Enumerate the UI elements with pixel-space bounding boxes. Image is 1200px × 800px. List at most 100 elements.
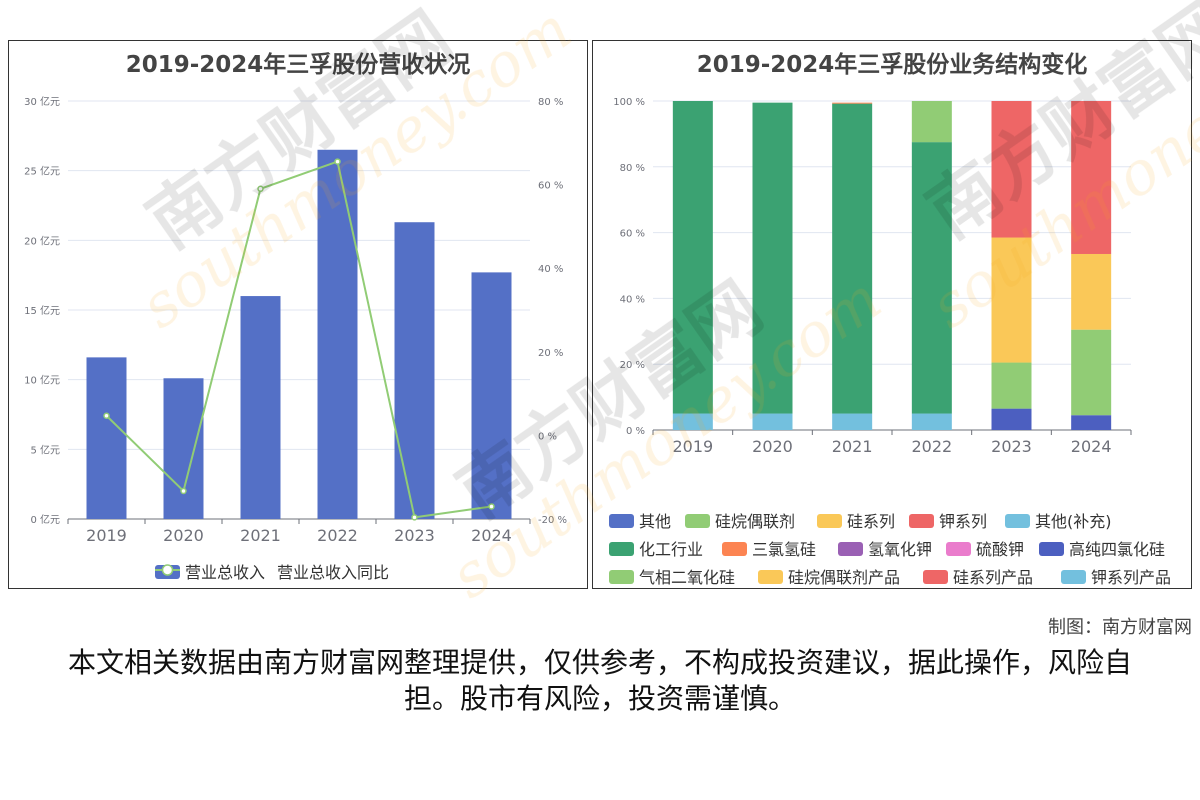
x-axis-label: 2024 xyxy=(1071,437,1112,456)
legend-item[interactable]: 硅烷偶联剂 xyxy=(685,508,795,532)
legend-row: 营业总收入 营业总收入同比 xyxy=(155,563,389,583)
chart-credit: 制图：南方财富网 xyxy=(1048,617,1192,638)
legend-item[interactable]: 其他 xyxy=(609,508,671,532)
revenue-chart-panel: 2019-2024年三孚股份营收状况 0 亿元 5 亿元 10 亿元 15 亿元 20 … xyxy=(8,40,588,589)
legend-item-revenue[interactable]: 营业总收入 xyxy=(155,563,265,582)
legend-label: 硅烷偶联剂产品 xyxy=(788,568,901,587)
disclaimer-text: 本文相关数据由南方财富网整理提供，仅供参考，不构成投资建议，据此操作，风险自担。… xyxy=(67,646,1132,715)
stacked-segment xyxy=(991,362,1032,409)
x-axis-label: 2019 xyxy=(86,526,127,545)
right-axis-tick: 40 % xyxy=(538,264,563,275)
legend-item[interactable]: 气相二氧化硅 xyxy=(609,564,735,588)
legend-label: 硫酸钾 xyxy=(976,540,1025,559)
left-axis-tick: 0 亿元 xyxy=(30,513,60,526)
revenue-bar xyxy=(163,378,204,519)
right-axis-tick: -20 % xyxy=(538,515,567,526)
stacked-segment xyxy=(911,413,952,430)
legend-item[interactable]: 三氯氢硅 xyxy=(722,536,816,560)
yoy-point xyxy=(257,185,264,193)
legend-label: 三氯氢硅 xyxy=(752,540,817,559)
structure-chart-panel: 2019-2024年三孚股份业务结构变化 0 % 20 % 40 % 60 % 80 %… xyxy=(592,40,1192,589)
stacked-segment xyxy=(911,101,952,143)
legend-item[interactable]: 硫酸钾 xyxy=(946,536,1024,560)
yoy-point xyxy=(103,412,110,420)
legend-label: 钾系列 xyxy=(939,512,988,531)
legend-item[interactable]: 硅系列产品 xyxy=(923,564,1033,588)
right-axis-tick: 60 % xyxy=(538,181,563,192)
stacked-segment xyxy=(1071,415,1112,430)
yoy-point xyxy=(180,487,187,495)
legend-item[interactable]: 高纯四氯化硅 xyxy=(1039,536,1165,560)
x-axis-label: 2021 xyxy=(240,526,281,545)
legend-item[interactable]: 钾系列产品 xyxy=(1061,564,1171,588)
yoy-line xyxy=(105,160,492,519)
legend-item[interactable]: 硅系列 xyxy=(817,508,895,532)
y-axis-tick: 60 % xyxy=(620,229,645,240)
y-axis-tick: 40 % xyxy=(620,294,645,305)
legend-label: 硅烷偶联剂 xyxy=(715,512,796,531)
yoy-point xyxy=(411,514,418,521)
stacked-segment xyxy=(1071,101,1112,254)
left-axis-tick: 10 亿元 xyxy=(24,374,60,387)
left-axis-tick: 25 亿元 xyxy=(24,165,60,178)
right-axis-tick: 20 % xyxy=(538,348,563,359)
x-axis-label: 2022 xyxy=(911,437,952,456)
x-axis-label: 2020 xyxy=(752,437,793,456)
legend-swatch xyxy=(758,569,783,584)
revenue-chart-title: 2019-2024年三孚股份营收状况 xyxy=(125,52,471,78)
legend-label: 气相二氧化硅 xyxy=(639,568,736,587)
legend-item-yoy[interactable]: 营业总收入同比 xyxy=(155,563,390,582)
legend-item[interactable]: 其他(补充) xyxy=(1005,508,1112,532)
legend-swatch xyxy=(609,541,634,556)
legend-label: 高纯四氯化硅 xyxy=(1069,540,1166,559)
legend-swatch xyxy=(609,513,634,528)
stacked-segment xyxy=(752,413,793,430)
legend-label: 钾系列产品 xyxy=(1091,568,1172,587)
legend-label: 硅系列产品 xyxy=(953,568,1034,587)
legend-label: 营业总收入 xyxy=(185,563,266,582)
stacked-segment xyxy=(1071,253,1112,330)
x-axis-label: 2019 xyxy=(672,437,713,456)
x-axis-label: 2023 xyxy=(991,437,1032,456)
revenue-bar xyxy=(240,296,281,519)
legend-item[interactable]: 化工行业 xyxy=(609,536,703,560)
revenue-bar xyxy=(317,149,358,519)
legend-label: 其他(补充) xyxy=(1035,512,1112,531)
legend-item[interactable]: 氢氧化钾 xyxy=(838,536,932,560)
legend-swatch xyxy=(909,513,934,528)
x-axis-label: 2023 xyxy=(394,526,435,545)
legend-swatch xyxy=(609,569,634,584)
legend-swatch xyxy=(838,541,863,556)
y-axis-tick: 100 % xyxy=(613,97,645,108)
legend-swatch xyxy=(923,569,948,584)
right-axis-tick: 0 % xyxy=(538,431,557,442)
legend-label: 营业总收入同比 xyxy=(277,563,390,582)
yoy-point xyxy=(334,158,341,165)
legend-swatch xyxy=(1061,569,1086,584)
right-axis-tick: 80 % xyxy=(538,97,563,108)
left-axis-tick: 5 亿元 xyxy=(30,443,60,456)
structure-chart-title: 2019-2024年三孚股份业务结构变化 xyxy=(696,52,1088,78)
legend-label: 硅系列 xyxy=(847,512,896,531)
legend-swatch xyxy=(946,541,971,556)
stacked-segment xyxy=(991,237,1032,363)
x-axis-label: 2024 xyxy=(471,526,512,545)
legend-line-swatch xyxy=(155,564,180,576)
legend-swatch xyxy=(722,541,747,556)
x-axis-label: 2022 xyxy=(317,526,358,545)
legend-item[interactable]: 钾系列 xyxy=(909,508,987,532)
legend-label: 其他 xyxy=(639,512,672,531)
legend-swatch xyxy=(1039,541,1064,556)
legend-swatch xyxy=(685,513,710,528)
y-axis-tick: 80 % xyxy=(620,163,645,174)
x-axis-label: 2020 xyxy=(163,526,204,545)
left-axis-tick: 30 亿元 xyxy=(24,95,60,108)
stacked-segment xyxy=(911,142,952,414)
y-axis-tick: 0 % xyxy=(626,426,645,437)
y-axis-tick: 20 % xyxy=(620,360,645,371)
legend-item[interactable]: 硅烷偶联剂产品 xyxy=(758,564,900,588)
legend-label: 化工行业 xyxy=(639,540,704,559)
revenue-chart-svg: 0 亿元 5 亿元 10 亿元 15 亿元 20 亿元 25 亿元 30 亿元 -20 % 0 … xyxy=(24,95,567,545)
left-axis-tick: 15 亿元 xyxy=(24,304,60,317)
structure-chart-svg: 0 % 20 % 40 % 60 % 80 % 100 % 2019 2020 2021 2022… xyxy=(613,97,1132,456)
